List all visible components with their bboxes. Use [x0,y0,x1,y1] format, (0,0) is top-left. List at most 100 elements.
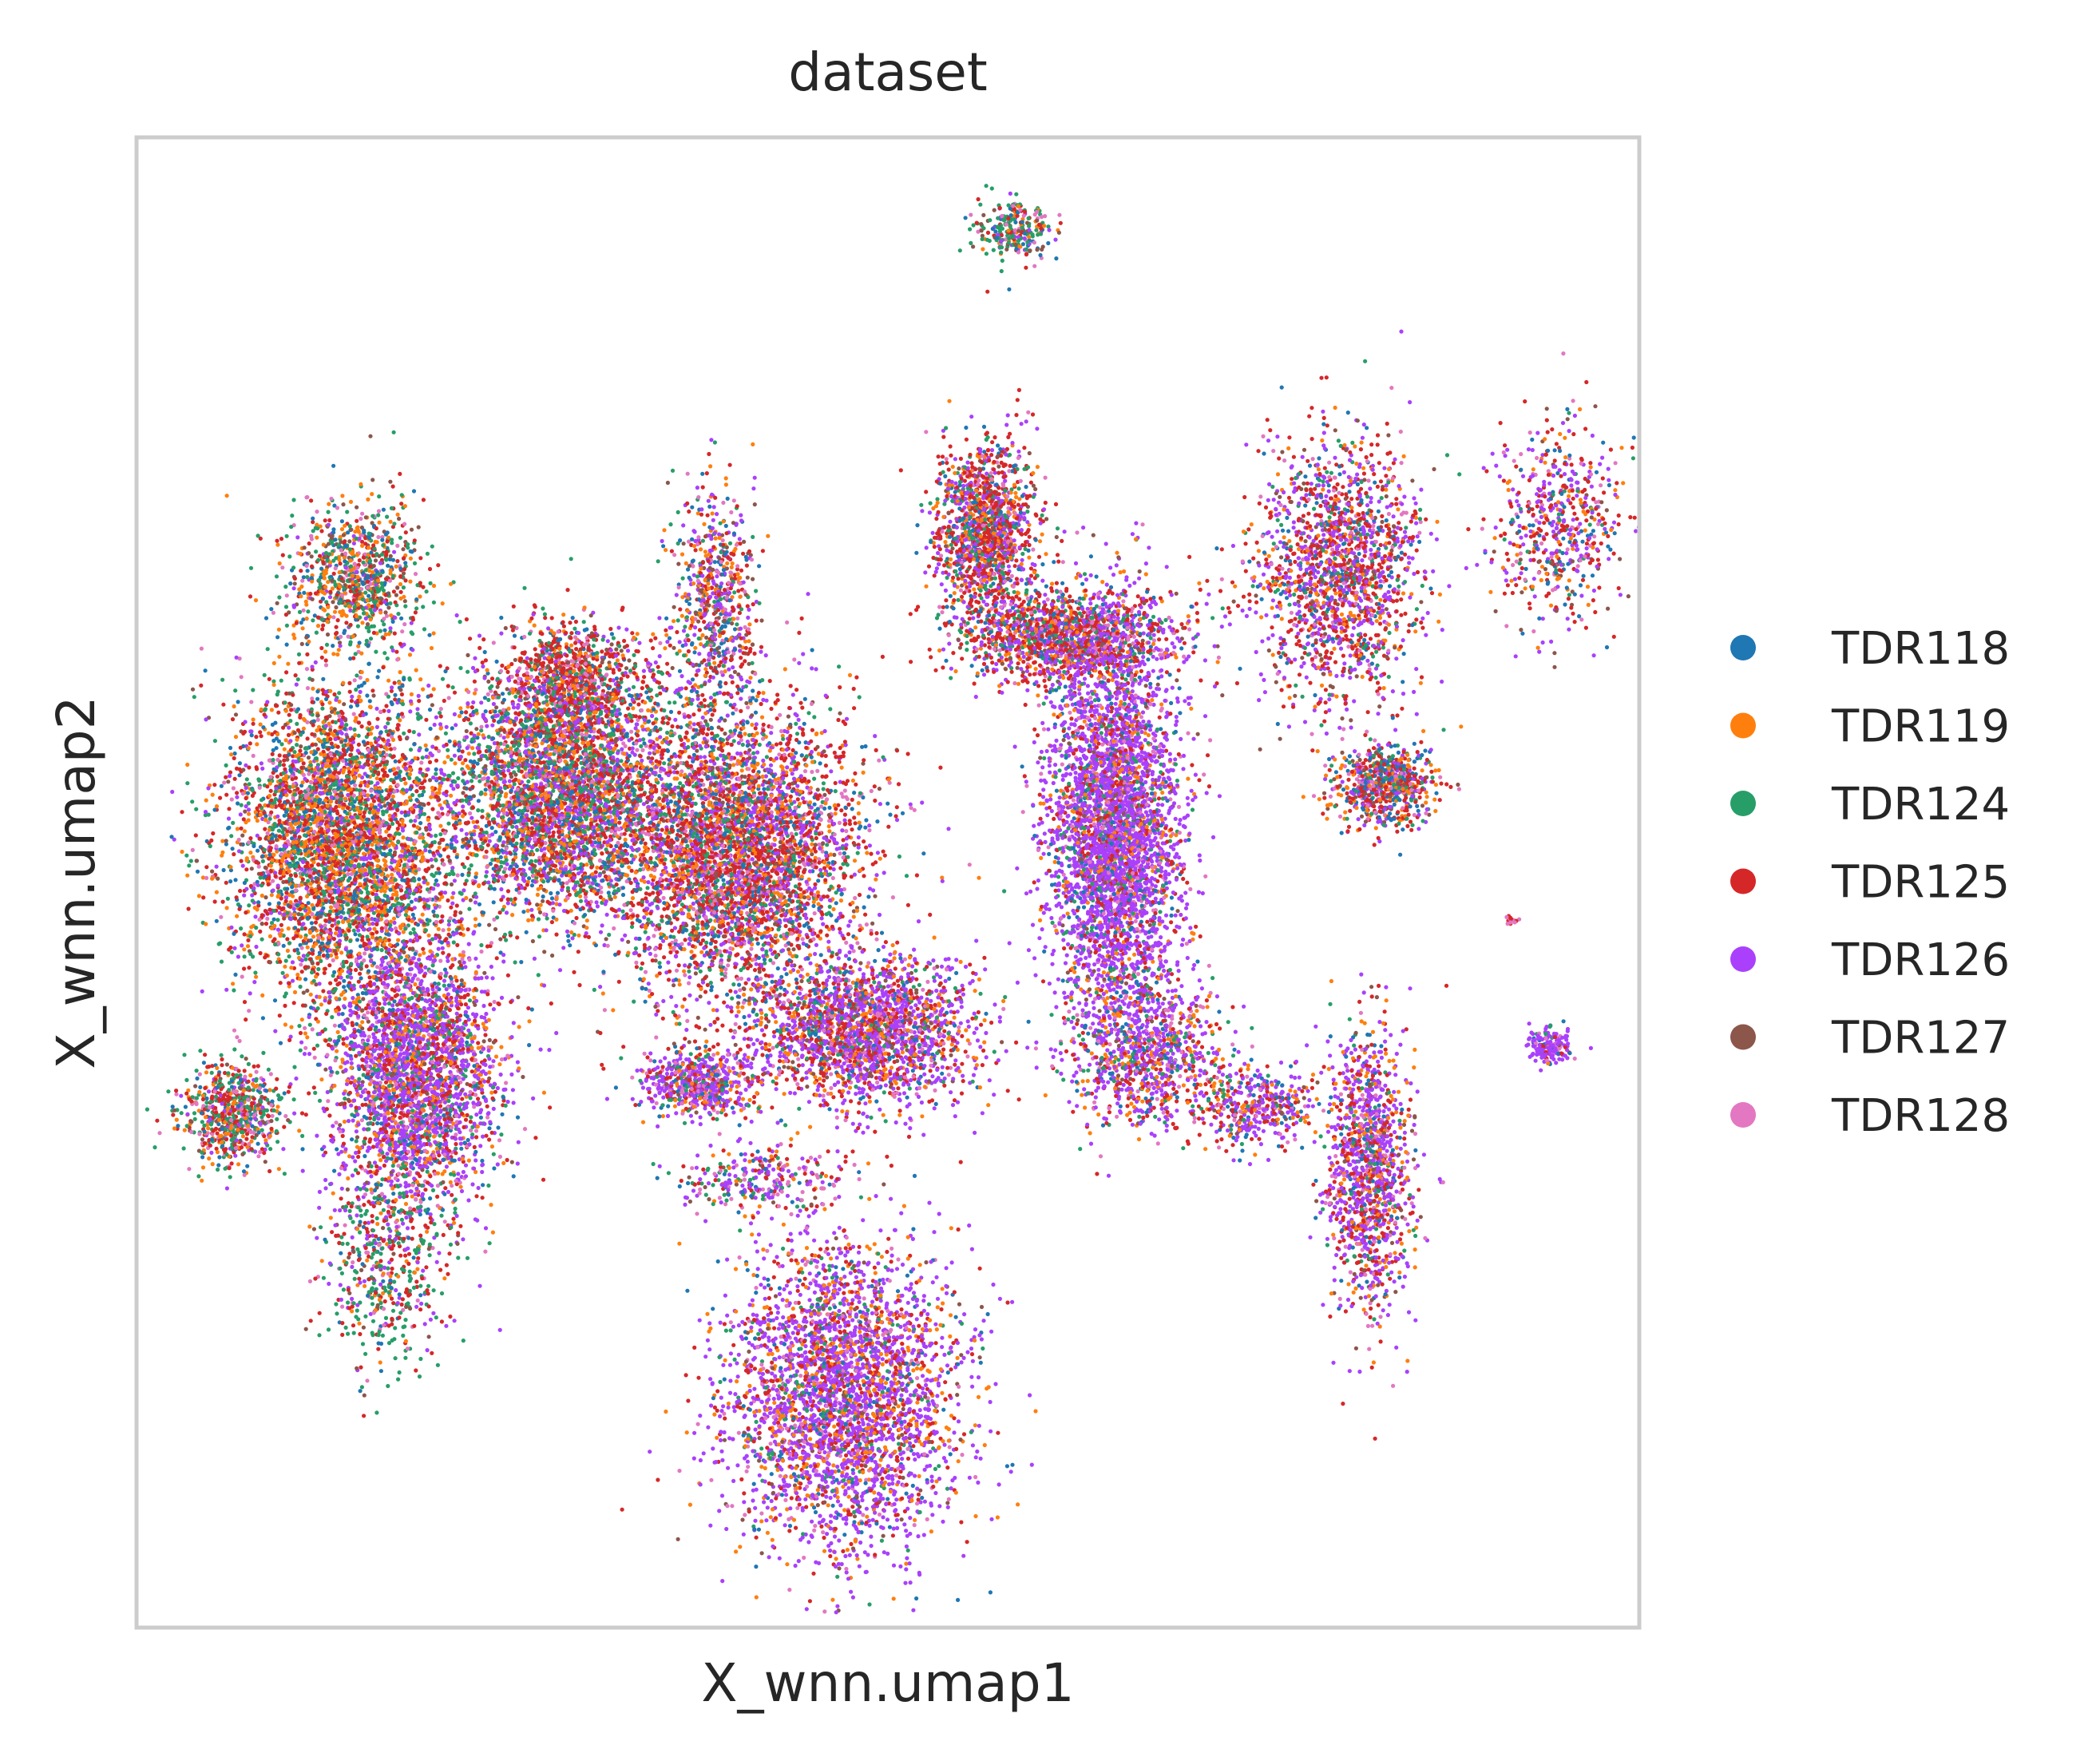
point-TDR127 [746,576,750,580]
point-TDR124 [632,653,636,657]
point-TDR125 [649,638,653,642]
point-TDR125 [414,610,418,614]
point-TDR119 [377,521,381,525]
point-TDR126 [660,539,664,543]
point-TDR118 [1038,253,1042,257]
point-TDR125 [977,197,981,201]
point-TDR126 [352,541,356,545]
point-TDR119 [343,524,347,528]
point-TDR118 [319,567,323,571]
point-TDR119 [432,584,436,588]
point-TDR119 [301,626,305,630]
point-TDR127 [731,521,735,525]
point-TDR127 [293,581,297,585]
point-TDR126 [343,565,347,569]
point-TDR124 [1002,218,1006,222]
point-TDR124 [414,606,418,610]
point-TDR119 [408,580,412,584]
point-TDR124 [1034,228,1038,232]
point-TDR126 [719,605,723,609]
point-TDR119 [340,494,344,498]
point-TDR119 [714,537,718,541]
point-TDR125 [473,680,477,684]
point-TDR125 [985,290,989,294]
point-TDR118 [285,643,289,647]
point-TDR124 [1007,240,1011,244]
point-TDR124 [656,670,660,674]
point-TDR118 [1007,288,1011,292]
point-TDR126 [753,476,757,480]
point-TDR124 [315,631,319,635]
point-TDR124 [1000,227,1004,231]
point-TDR119 [366,598,370,602]
point-TDR118 [1046,241,1050,245]
point-TDR119 [396,513,400,517]
point-TDR124 [381,543,385,547]
point-TDR126 [522,687,526,691]
point-TDR119 [366,498,370,502]
point-TDR128 [369,582,373,586]
point-TDR124 [256,533,260,537]
point-TDR125 [557,654,561,658]
point-TDR124 [1046,224,1050,228]
point-TDR125 [986,231,990,235]
point-TDR119 [724,476,728,480]
point-TDR125 [339,561,343,565]
point-TDR125 [592,628,596,632]
point-TDR125 [418,581,422,585]
point-TDR128 [582,643,586,647]
point-TDR125 [620,605,624,609]
point-TDR118 [306,569,310,573]
point-TDR124 [333,583,337,587]
point-TDR126 [328,595,332,599]
point-TDR128 [969,212,973,216]
point-TDR127 [1041,244,1045,248]
point-TDR125 [305,652,309,656]
point-TDR118 [691,559,695,563]
point-TDR118 [664,617,668,621]
point-TDR125 [561,621,565,625]
point-TDR124 [297,652,301,656]
point-TDR118 [757,564,761,568]
point-TDR125 [738,611,742,615]
point-TDR125 [721,543,725,547]
point-TDR128 [1011,204,1015,208]
point-TDR124 [676,510,680,514]
point-TDR125 [371,553,375,557]
point-TDR118 [358,641,362,644]
point-TDR128 [334,566,338,570]
point-TDR119 [355,553,359,557]
point-TDR126 [1047,228,1051,232]
point-TDR118 [1054,256,1058,260]
point-TDR126 [554,660,558,664]
point-TDR125 [739,656,743,660]
point-TDR119 [402,595,406,599]
point-TDR127 [1057,231,1061,235]
point-TDR118 [380,538,384,542]
point-TDR128 [499,669,503,673]
point-TDR128 [1032,240,1036,244]
point-TDR119 [691,620,695,624]
point-TDR126 [709,696,713,700]
point-TDR125 [404,530,408,534]
point-TDR125 [379,601,383,605]
point-TDR125 [568,621,572,625]
point-TDR128 [280,565,284,569]
point-TDR128 [580,732,584,736]
point-TDR119 [351,549,355,553]
point-TDR125 [747,549,751,553]
point-TDR124 [432,601,436,605]
point-TDR124 [380,553,384,557]
point-TDR125 [336,618,340,622]
point-TDR128 [414,572,418,576]
point-TDR119 [1042,224,1046,228]
point-TDR124 [349,565,353,569]
point-TDR124 [289,525,293,529]
point-TDR127 [505,687,509,691]
point-TDR118 [382,629,386,633]
point-TDR118 [321,597,325,601]
point-TDR124 [421,605,425,609]
point-TDR118 [391,558,395,562]
point-TDR119 [680,553,684,557]
